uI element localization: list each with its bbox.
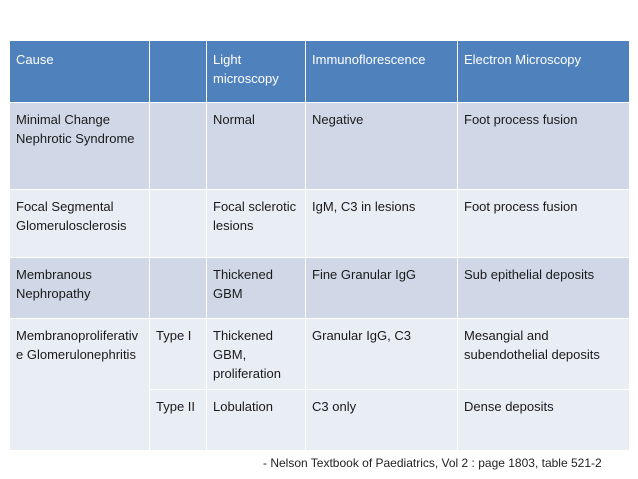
cell-type <box>149 257 207 319</box>
cell-electron: Dense deposits <box>457 389 630 451</box>
table-row: Focal Segmental Glomerulosclerosis Focal… <box>9 189 630 258</box>
header-row: Cause Light microscopy Immunoflorescence… <box>9 40 630 103</box>
cell-light: Normal <box>206 102 306 190</box>
table-row: Type II Lobulation C3 only Dense deposit… <box>10 389 630 451</box>
header-light-microscopy: Light microscopy <box>206 40 306 103</box>
cell-type <box>149 102 207 190</box>
cell-cause: Membranoproliferative Glomerulonephritis <box>9 318 150 451</box>
cell-immuno: Negative <box>305 102 458 190</box>
cell-immuno: C3 only <box>305 389 458 451</box>
cell-electron: Mesangial and subendothelial deposits <box>457 318 630 390</box>
cell-light: Thickened GBM, proliferation <box>206 318 306 390</box>
cell-cause: Membranous Nephropathy <box>9 257 150 319</box>
header-immunofluorescence: Immunoflorescence <box>305 40 458 103</box>
cell-cause: Focal Segmental Glomerulosclerosis <box>9 189 150 258</box>
table-row: Membranous Nephropathy Thickened GBM Fin… <box>9 257 630 319</box>
cell-light: Lobulation <box>206 389 306 451</box>
header-cause: Cause <box>9 40 150 103</box>
source-citation: - Nelson Textbook of Paediatrics, Vol 2 … <box>263 456 602 470</box>
cell-electron: Sub epithelial deposits <box>457 257 630 319</box>
cell-type: Type II <box>149 389 207 451</box>
cell-electron: Foot process fusion <box>457 189 630 258</box>
cell-immuno: Granular IgG, C3 <box>305 318 458 390</box>
cell-electron: Foot process fusion <box>457 102 630 190</box>
nephrotic-causes-table: Cause Light microscopy Immunoflorescence… <box>9 40 630 451</box>
cell-immuno: Fine Granular IgG <box>305 257 458 319</box>
cell-type: Type I <box>149 318 207 390</box>
cell-immuno: IgM, C3 in lesions <box>305 189 458 258</box>
cell-cause: Minimal Change Nephrotic Syndrome <box>9 102 150 190</box>
cell-type <box>149 189 207 258</box>
header-type <box>149 40 207 103</box>
cell-light: Focal sclerotic lesions <box>206 189 306 258</box>
table-row: Membranoproliferative Glomerulonephritis… <box>9 318 630 451</box>
cell-light: Thickened GBM <box>206 257 306 319</box>
table-row: Minimal Change Nephrotic Syndrome Normal… <box>9 102 630 190</box>
header-electron-microscopy: Electron Microscopy <box>457 40 630 103</box>
